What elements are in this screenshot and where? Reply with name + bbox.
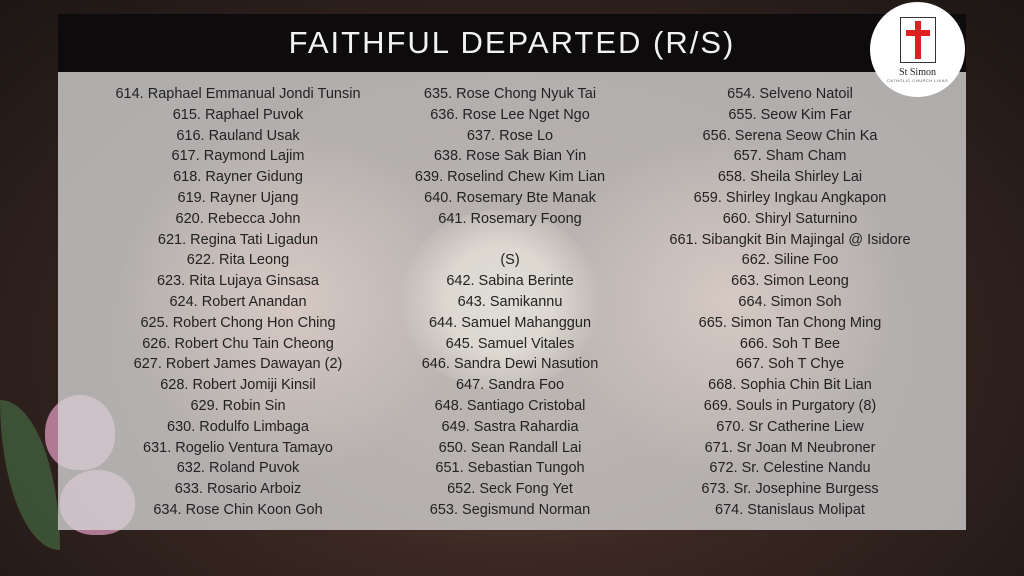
names-column-2: 635. Rose Chong Nyuk Tai 636. Rose Lee Ng… — [365, 84, 655, 521]
name-entry: 654. Selveno Natoil — [727, 86, 853, 102]
name-entry: 622. Rita Leong — [186, 252, 290, 269]
title-bar: FAITHFUL DEPARTED (R/S) — [58, 14, 966, 72]
name-entry: 648. Santiago Cristobal — [434, 397, 586, 414]
name-entry: 672. Sr. Celestine Nandu — [709, 460, 871, 477]
name-entry: 636. Rose Lee Nget Ngo — [430, 106, 590, 123]
name-entry: 667. Soh T Chye — [735, 356, 845, 373]
name-entry: 640. Rosemary Bte Manak — [424, 189, 596, 206]
name-entry: 624. Robert Anandan — [169, 293, 307, 310]
name-entry: 646. Sandra Dewi Nasution — [421, 356, 599, 373]
name-entry: 642. Sabina Berinte — [446, 273, 574, 290]
st-simon-logo: St Simon CATHOLIC CHURCH LIKAS — [870, 2, 965, 97]
name-entry: 653. Segismund Norman — [429, 501, 591, 518]
name-entry: 647. Sandra Foo — [455, 377, 565, 394]
name-entry: 641. Rosemary Foong — [438, 210, 582, 227]
name-entry: 621. Regina Tati Ligadun — [157, 231, 319, 248]
name-entry: 673. Sr. Josephine Burgess — [701, 481, 879, 498]
name-entry: 666. Soh T Bee — [739, 335, 841, 352]
name-entry: 670. Sr Catherine Liew — [716, 418, 864, 435]
name-entry: 620. Rebecca John — [175, 210, 301, 227]
name-entry: 660. Shiryl Saturnino — [722, 210, 858, 227]
name-entry: 656. Serena Seow Chin Ka — [702, 127, 878, 144]
name-entry: 658. Sheila Shirley Lai — [717, 169, 863, 186]
name-entry: 627. Robert James Dawayan (2) — [133, 356, 343, 373]
logo-subtitle: CATHOLIC CHURCH LIKAS — [886, 77, 949, 83]
name-entry: 615. Raphael Puvok — [172, 106, 304, 123]
name-entry: 671. Sr Joan M Neubroner — [704, 439, 876, 456]
name-entry: 668. Sophia Chin Bit Lian — [708, 377, 872, 394]
name-entry: 650. Sean Randall Lai — [438, 439, 582, 456]
name-entry: 663. Simon Leong — [731, 273, 849, 290]
name-entry: 633. Rosario Arboiz — [174, 481, 302, 498]
name-entry — [365, 230, 655, 251]
name-entry: 657. Sham Cham — [733, 148, 847, 165]
name-entry: 644. Samuel Mahanggun — [428, 314, 592, 331]
name-entry: 661. Sibangkit Bin Majingal @ Isidore — [669, 231, 911, 248]
name-entry: 635. Rose Chong Nyuk Tai — [423, 86, 597, 102]
name-entry: 655. Seow Kim Far — [728, 106, 852, 123]
name-entry: 643. Samikannu — [457, 293, 563, 310]
name-entry: 664. Simon Soh — [738, 293, 842, 310]
name-entry: 638. Rose Sak Bian Yin — [433, 148, 587, 165]
name-entry: 617. Raymond Lajim — [171, 148, 305, 165]
page-title: FAITHFUL DEPARTED (R/S) — [288, 25, 736, 60]
logo-name: St Simon — [899, 66, 936, 78]
name-entry: 628. Robert Jomiji Kinsil — [160, 377, 316, 394]
name-entry: 634. Rose Chin Koon Goh — [153, 501, 323, 518]
name-entry: 631. Rogelio Ventura Tamayo — [143, 439, 333, 456]
name-entry: 651. Sebastian Tungoh — [435, 460, 585, 477]
name-entry: (S) — [500, 252, 520, 269]
name-entry: 616. Rauland Usak — [176, 127, 300, 144]
name-entry: 652. Seck Fong Yet — [447, 481, 573, 498]
name-entry: 665. Simon Tan Chong Ming — [698, 314, 882, 331]
name-entry: 629. Robin Sin — [190, 397, 286, 414]
names-panel — [58, 72, 966, 530]
name-entry: 659. Shirley Ingkau Angkapon — [693, 189, 887, 206]
name-entry: 619. Rayner Ujang — [177, 189, 299, 206]
name-entry: 623. Rita Lujaya Ginsasa — [156, 273, 319, 290]
name-entry: 674. Stanislaus Molipat — [715, 501, 865, 518]
name-entry: 614. Raphael Emmanual Jondi Tunsin — [115, 86, 361, 102]
names-column-3: 654. Selveno Natoil 655. Seow Kim Far 656.… — [645, 84, 935, 521]
name-entry: 632. Roland Puvok — [176, 460, 300, 477]
cross-icon — [899, 16, 936, 63]
name-entry: 626. Robert Chu Tain Cheong — [142, 335, 334, 352]
name-entry: 625. Robert Chong Hon Ching — [140, 314, 336, 331]
names-column-1: 614. Raphael Emmanual Jondi Tunsin 615. R… — [93, 84, 383, 521]
name-entry: 637. Rose Lo — [466, 127, 554, 144]
name-entry: 618. Rayner Gidung — [173, 169, 303, 186]
name-entry: 645. Samuel Vitales — [445, 335, 575, 352]
name-entry: 630. Rodulfo Limbaga — [167, 418, 309, 435]
name-entry: 662. Siline Foo — [741, 252, 839, 269]
name-entry: 639. Roselind Chew Kim Lian — [414, 169, 606, 186]
name-entry: 669. Souls in Purgatory (8) — [703, 397, 877, 414]
name-entry: 649. Sastra Rahardia — [441, 418, 579, 435]
